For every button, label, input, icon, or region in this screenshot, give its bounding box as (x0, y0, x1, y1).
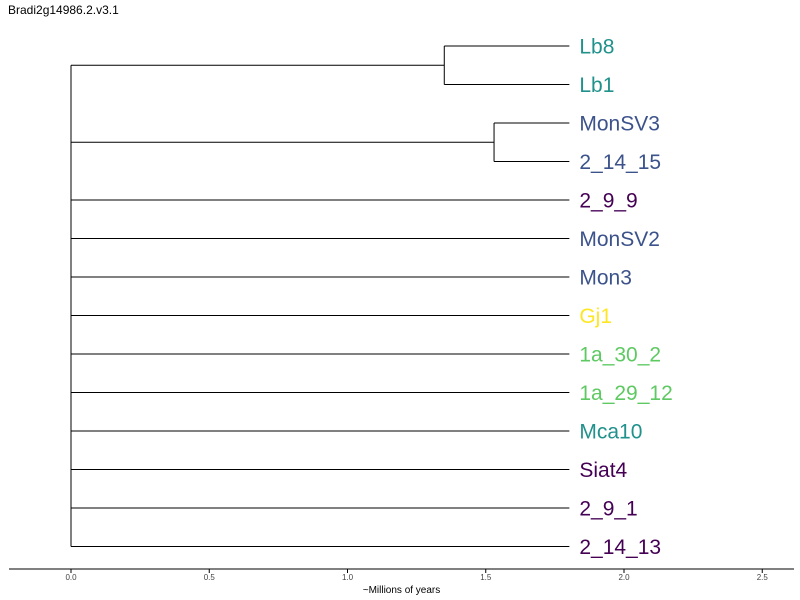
x-axis-title: ~Millions of years (363, 585, 441, 596)
branches (70, 45, 570, 547)
tip-label-2_14_13: 2_14_13 (579, 536, 661, 559)
tip-label-1a_29_12: 1a_29_12 (579, 382, 672, 405)
x-axis-ticks: 0.0 0.5 1.0 1.5 2.0 2.5 (65, 569, 768, 582)
tip-label-MonSV3: MonSV3 (579, 113, 660, 136)
tip-label-Mca10: Mca10 (579, 421, 642, 444)
tip-label-2_9_9: 2_9_9 (579, 190, 637, 213)
tip-label-Mon3: Mon3 (579, 267, 632, 290)
x-tick-label: 0.0 (65, 573, 77, 582)
tip-label-Lb1: Lb1 (579, 74, 614, 97)
page-title: Bradi2g14986.2.v3.1 (8, 3, 119, 17)
tip-label-Siat4: Siat4 (579, 459, 627, 482)
x-tick-label: 2.0 (618, 573, 630, 582)
tip-label-1a_30_2: 1a_30_2 (579, 344, 661, 367)
x-axis: 0.0 0.5 1.0 1.5 2.0 2.5 ~Millions of years (9, 568, 794, 596)
tip-label-2_14_15: 2_14_15 (579, 151, 661, 174)
tip-label-2_9_1: 2_9_1 (579, 498, 637, 521)
tip-labels: Lb8 Lb1 MonSV3 2_14_15 2_9_9 MonSV2 Mon3 Gj1 1a_… (579, 36, 672, 560)
x-tick-label: 1.5 (480, 573, 492, 582)
tip-label-Lb8: Lb8 (579, 36, 614, 59)
tip-label-MonSV2: MonSV2 (579, 228, 660, 251)
x-tick-label: 0.5 (204, 573, 216, 582)
x-tick-label: 2.5 (757, 573, 769, 582)
tip-label-Gj1: Gj1 (579, 305, 612, 328)
x-tick-label: 1.0 (342, 573, 354, 582)
